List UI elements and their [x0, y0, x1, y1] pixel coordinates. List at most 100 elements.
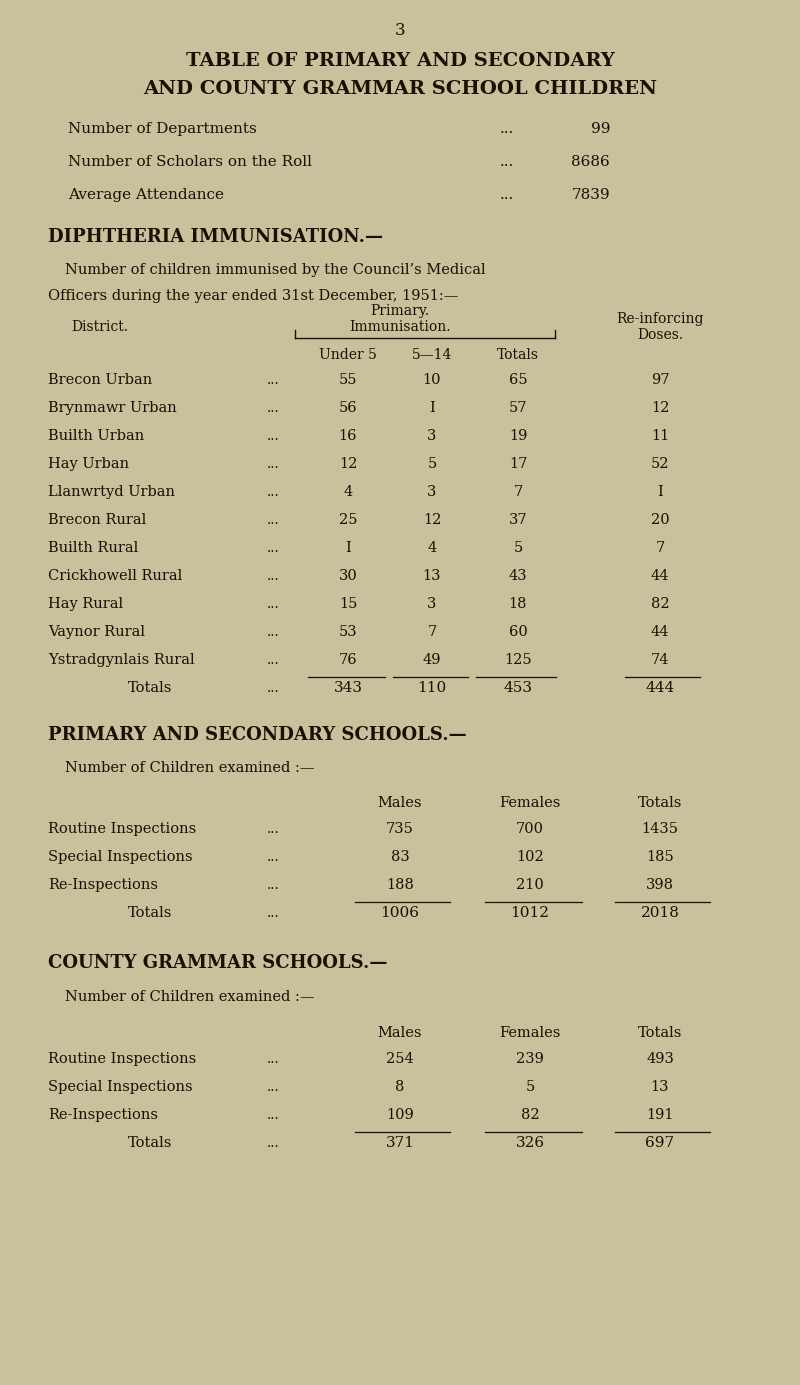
Text: 735: 735 — [386, 823, 414, 837]
Text: 12: 12 — [651, 402, 669, 416]
Text: 52: 52 — [650, 457, 670, 471]
Text: Doses.: Doses. — [637, 328, 683, 342]
Text: 3: 3 — [427, 429, 437, 443]
Text: ...: ... — [500, 155, 514, 169]
Text: Primary.: Primary. — [370, 303, 430, 319]
Text: 53: 53 — [338, 625, 358, 638]
Text: 16: 16 — [338, 429, 358, 443]
Text: 185: 185 — [646, 850, 674, 864]
Text: Routine Inspections: Routine Inspections — [48, 1053, 196, 1066]
Text: 700: 700 — [516, 823, 544, 837]
Text: 398: 398 — [646, 878, 674, 892]
Text: ...: ... — [267, 652, 280, 668]
Text: 444: 444 — [646, 681, 674, 695]
Text: ...: ... — [267, 1080, 280, 1094]
Text: Under 5: Under 5 — [319, 348, 377, 361]
Text: 125: 125 — [504, 652, 532, 668]
Text: 12: 12 — [339, 457, 357, 471]
Text: DIPHTHERIA IMMUNISATION.—: DIPHTHERIA IMMUNISATION.— — [48, 229, 383, 247]
Text: 7: 7 — [514, 485, 522, 499]
Text: 5—14: 5—14 — [412, 348, 452, 361]
Text: 83: 83 — [390, 850, 410, 864]
Text: PRIMARY AND SECONDARY SCHOOLS.—: PRIMARY AND SECONDARY SCHOOLS.— — [48, 726, 466, 744]
Text: ...: ... — [500, 122, 514, 136]
Text: 15: 15 — [339, 597, 357, 611]
Text: Totals: Totals — [128, 1136, 172, 1150]
Text: Hay Rural: Hay Rural — [48, 597, 123, 611]
Text: 1435: 1435 — [642, 823, 678, 837]
Text: Re-Inspections: Re-Inspections — [48, 1108, 158, 1122]
Text: 25: 25 — [338, 512, 358, 528]
Text: Number of children immunised by the Council’s Medical: Number of children immunised by the Coun… — [65, 263, 486, 277]
Text: 7: 7 — [655, 542, 665, 555]
Text: 37: 37 — [509, 512, 527, 528]
Text: ...: ... — [267, 597, 280, 611]
Text: Brecon Urban: Brecon Urban — [48, 373, 152, 386]
Text: 82: 82 — [650, 597, 670, 611]
Text: Brynmawr Urban: Brynmawr Urban — [48, 402, 177, 416]
Text: Totals: Totals — [128, 681, 172, 695]
Text: Number of Scholars on the Roll: Number of Scholars on the Roll — [68, 155, 312, 169]
Text: 109: 109 — [386, 1108, 414, 1122]
Text: Officers during the year ended 31st December, 1951:—: Officers during the year ended 31st Dece… — [48, 289, 458, 303]
Text: Brecon Rural: Brecon Rural — [48, 512, 146, 528]
Text: TABLE OF PRIMARY AND SECONDARY: TABLE OF PRIMARY AND SECONDARY — [186, 53, 614, 71]
Text: Average Attendance: Average Attendance — [68, 188, 224, 202]
Text: 326: 326 — [515, 1136, 545, 1150]
Text: ...: ... — [267, 512, 280, 528]
Text: ...: ... — [267, 429, 280, 443]
Text: ...: ... — [267, 878, 280, 892]
Text: 3: 3 — [394, 22, 406, 39]
Text: 17: 17 — [509, 457, 527, 471]
Text: Number of Children examined :—: Number of Children examined :— — [65, 990, 314, 1004]
Text: 5: 5 — [427, 457, 437, 471]
Text: ...: ... — [500, 188, 514, 202]
Text: I: I — [345, 542, 351, 555]
Text: Number of Children examined :—: Number of Children examined :— — [65, 760, 314, 776]
Text: 8: 8 — [395, 1080, 405, 1094]
Text: 493: 493 — [646, 1053, 674, 1066]
Text: Immunisation.: Immunisation. — [350, 320, 450, 334]
Text: 8686: 8686 — [571, 155, 610, 169]
Text: 697: 697 — [646, 1136, 674, 1150]
Text: 13: 13 — [650, 1080, 670, 1094]
Text: ...: ... — [267, 1136, 280, 1150]
Text: COUNTY GRAMMAR SCHOOLS.—: COUNTY GRAMMAR SCHOOLS.— — [48, 954, 387, 972]
Text: 20: 20 — [650, 512, 670, 528]
Text: 13: 13 — [422, 569, 442, 583]
Text: I: I — [429, 402, 435, 416]
Text: 10: 10 — [422, 373, 442, 386]
Text: Males: Males — [378, 796, 422, 810]
Text: 5: 5 — [526, 1080, 534, 1094]
Text: District.: District. — [71, 320, 129, 334]
Text: 57: 57 — [509, 402, 527, 416]
Text: 453: 453 — [503, 681, 533, 695]
Text: 7839: 7839 — [571, 188, 610, 202]
Text: 76: 76 — [338, 652, 358, 668]
Text: 19: 19 — [509, 429, 527, 443]
Text: Llanwrtyd Urban: Llanwrtyd Urban — [48, 485, 175, 499]
Text: Special Inspections: Special Inspections — [48, 850, 193, 864]
Text: ...: ... — [267, 823, 280, 837]
Text: Re-inforcing: Re-inforcing — [616, 312, 704, 325]
Text: 97: 97 — [650, 373, 670, 386]
Text: 99: 99 — [590, 122, 610, 136]
Text: 44: 44 — [650, 569, 670, 583]
Text: ...: ... — [267, 457, 280, 471]
Text: 60: 60 — [509, 625, 527, 638]
Text: 55: 55 — [338, 373, 358, 386]
Text: ...: ... — [267, 1108, 280, 1122]
Text: Ystradgynlais Rural: Ystradgynlais Rural — [48, 652, 194, 668]
Text: Hay Urban: Hay Urban — [48, 457, 129, 471]
Text: 5: 5 — [514, 542, 522, 555]
Text: 239: 239 — [516, 1053, 544, 1066]
Text: 110: 110 — [418, 681, 446, 695]
Text: 3: 3 — [427, 597, 437, 611]
Text: Routine Inspections: Routine Inspections — [48, 823, 196, 837]
Text: Totals: Totals — [128, 906, 172, 920]
Text: 254: 254 — [386, 1053, 414, 1066]
Text: 1006: 1006 — [381, 906, 419, 920]
Text: 1012: 1012 — [510, 906, 550, 920]
Text: Re-Inspections: Re-Inspections — [48, 878, 158, 892]
Text: Totals: Totals — [497, 348, 539, 361]
